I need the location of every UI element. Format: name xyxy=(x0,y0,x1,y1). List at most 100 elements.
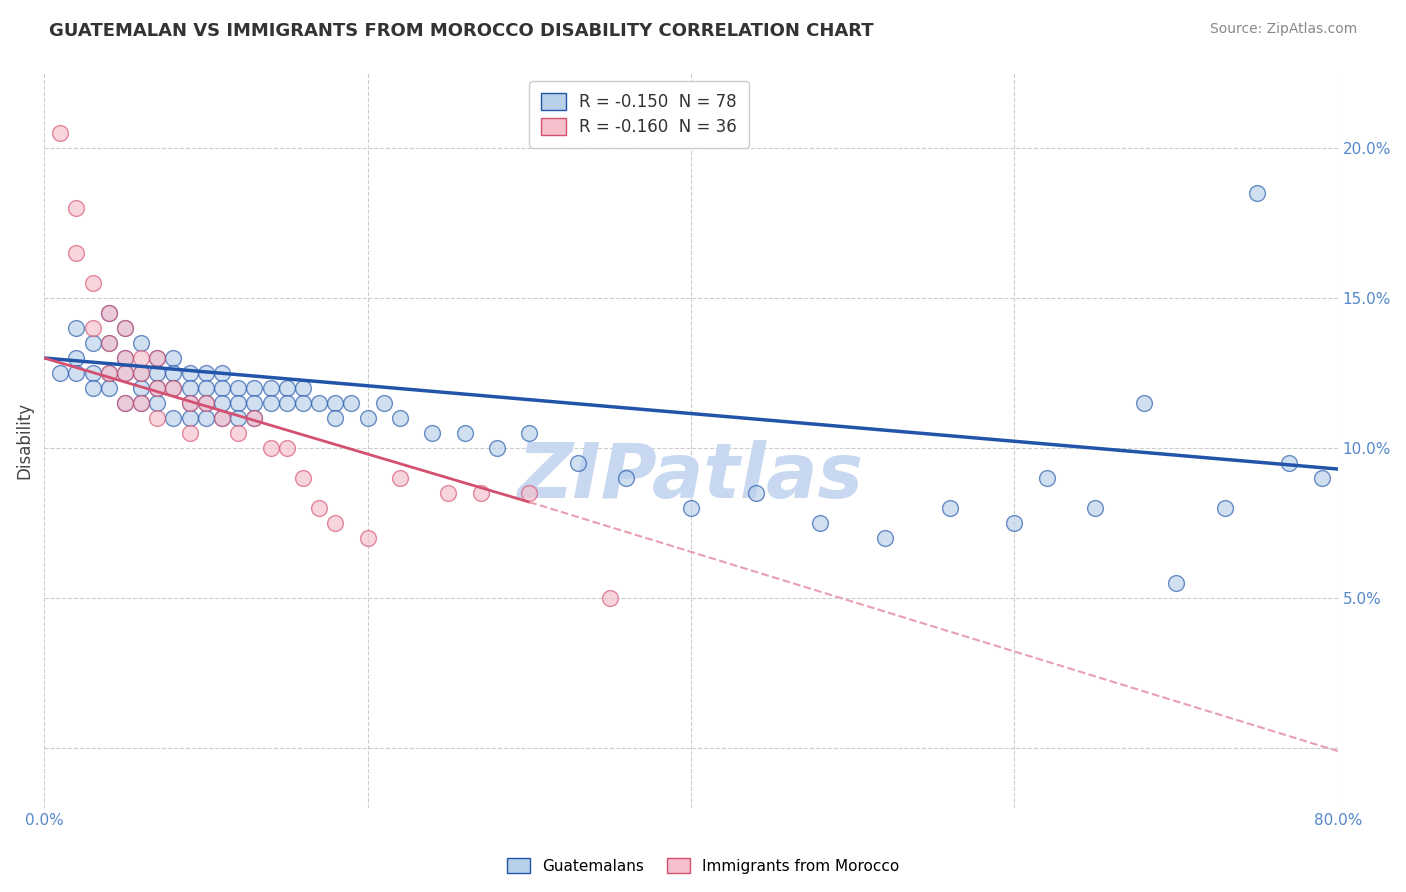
Point xyxy=(65,321,87,335)
Point xyxy=(211,366,233,380)
Point xyxy=(97,366,120,380)
Point xyxy=(259,396,281,410)
Point xyxy=(114,351,136,365)
Point xyxy=(323,396,346,410)
Point xyxy=(373,396,395,410)
Text: GUATEMALAN VS IMMIGRANTS FROM MOROCCO DISABILITY CORRELATION CHART: GUATEMALAN VS IMMIGRANTS FROM MOROCCO DI… xyxy=(49,22,875,40)
Point xyxy=(162,366,184,380)
Point xyxy=(1132,396,1154,410)
Point xyxy=(340,396,363,410)
Point xyxy=(1310,471,1333,485)
Point xyxy=(82,381,104,395)
Point xyxy=(291,471,314,485)
Legend: R = -0.150  N = 78, R = -0.160  N = 36: R = -0.150 N = 78, R = -0.160 N = 36 xyxy=(530,81,749,148)
Point xyxy=(97,306,120,320)
Point xyxy=(308,501,330,516)
Point xyxy=(194,411,217,425)
Legend: Guatemalans, Immigrants from Morocco: Guatemalans, Immigrants from Morocco xyxy=(501,852,905,880)
Point xyxy=(211,411,233,425)
Point xyxy=(517,425,540,440)
Point xyxy=(179,396,201,410)
Point xyxy=(114,396,136,410)
Point xyxy=(226,381,249,395)
Point xyxy=(114,321,136,335)
Point xyxy=(114,366,136,380)
Point xyxy=(517,486,540,500)
Point xyxy=(146,351,169,365)
Point xyxy=(129,381,152,395)
Point xyxy=(388,471,411,485)
Point xyxy=(82,321,104,335)
Point xyxy=(146,366,169,380)
Point xyxy=(356,531,378,545)
Point xyxy=(49,126,72,140)
Point xyxy=(211,381,233,395)
Point xyxy=(308,396,330,410)
Point xyxy=(129,336,152,351)
Point xyxy=(259,441,281,455)
Y-axis label: Disability: Disability xyxy=(15,402,32,479)
Point xyxy=(97,366,120,380)
Point xyxy=(1213,501,1236,516)
Point xyxy=(97,336,120,351)
Point xyxy=(1002,516,1025,530)
Point xyxy=(873,531,896,545)
Point xyxy=(211,411,233,425)
Point xyxy=(194,366,217,380)
Point xyxy=(97,381,120,395)
Point xyxy=(65,366,87,380)
Point xyxy=(194,396,217,410)
Point xyxy=(114,321,136,335)
Point xyxy=(243,411,266,425)
Point xyxy=(129,396,152,410)
Point xyxy=(82,276,104,290)
Point xyxy=(82,366,104,380)
Point xyxy=(146,351,169,365)
Point xyxy=(420,425,443,440)
Point xyxy=(179,411,201,425)
Point xyxy=(226,396,249,410)
Point xyxy=(82,336,104,351)
Point xyxy=(179,366,201,380)
Point xyxy=(65,201,87,215)
Point xyxy=(453,425,475,440)
Point xyxy=(243,411,266,425)
Point xyxy=(1278,456,1301,470)
Point xyxy=(114,396,136,410)
Point xyxy=(744,486,766,500)
Point xyxy=(291,396,314,410)
Point xyxy=(1246,186,1268,200)
Point xyxy=(129,351,152,365)
Point xyxy=(179,381,201,395)
Point xyxy=(243,381,266,395)
Point xyxy=(114,351,136,365)
Point xyxy=(129,366,152,380)
Point xyxy=(146,381,169,395)
Point xyxy=(65,246,87,260)
Point xyxy=(162,381,184,395)
Point xyxy=(938,501,960,516)
Point xyxy=(276,381,298,395)
Point xyxy=(49,366,72,380)
Point xyxy=(129,396,152,410)
Point xyxy=(599,591,621,605)
Point xyxy=(162,381,184,395)
Point xyxy=(162,351,184,365)
Point xyxy=(129,366,152,380)
Point xyxy=(194,381,217,395)
Point xyxy=(1035,471,1057,485)
Point xyxy=(65,351,87,365)
Point xyxy=(194,396,217,410)
Point xyxy=(259,381,281,395)
Point xyxy=(146,411,169,425)
Point xyxy=(226,411,249,425)
Point xyxy=(211,396,233,410)
Point xyxy=(97,306,120,320)
Point xyxy=(226,425,249,440)
Point xyxy=(243,396,266,410)
Text: ZIPatlas: ZIPatlas xyxy=(517,441,863,515)
Point xyxy=(179,425,201,440)
Point xyxy=(437,486,460,500)
Point xyxy=(388,411,411,425)
Point xyxy=(323,411,346,425)
